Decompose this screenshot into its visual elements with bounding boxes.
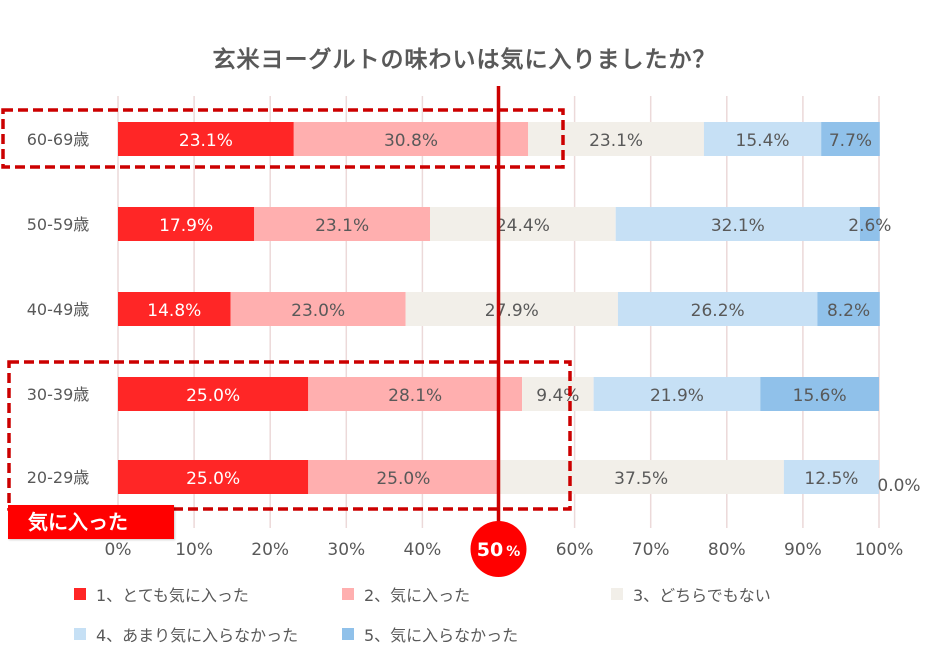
legend-swatch <box>74 628 86 640</box>
legend-swatch <box>342 628 354 640</box>
legend-item: 5、気に入らなかった <box>342 622 518 646</box>
x-tick-label: 90% <box>784 540 822 560</box>
reference-badge <box>470 521 527 577</box>
bar-segment <box>817 292 880 326</box>
legend-label: 5、気に入らなかった <box>364 626 519 645</box>
legend-label: 2、気に入った <box>364 586 471 605</box>
bar-segment <box>593 377 761 411</box>
bar-segment <box>230 292 406 326</box>
data-label: 25.0% <box>376 469 430 489</box>
bar-segment <box>821 122 880 156</box>
data-label: 7.7% <box>829 131 872 151</box>
bar-segment <box>528 122 704 156</box>
bar-segment <box>430 207 616 241</box>
category-label: 20-29歳 <box>27 468 90 487</box>
data-label: 8.2% <box>827 301 870 321</box>
legend-label: 4、あまり気に入らなかった <box>96 626 299 645</box>
data-label: 2.6% <box>848 216 891 236</box>
legend-label: 1、とても気に入った <box>96 586 249 605</box>
x-tick-label: 60% <box>556 540 594 560</box>
legend-swatch <box>342 588 354 600</box>
data-label: 17.9% <box>159 216 213 236</box>
bar-segment <box>617 292 818 326</box>
legend-label: 3、どちらでもない <box>633 586 771 605</box>
data-label: 32.1% <box>711 216 765 236</box>
data-label: 24.4% <box>496 216 550 236</box>
data-label: 12.5% <box>804 469 858 489</box>
data-label: 23.1% <box>589 131 643 151</box>
category-label: 50-59歳 <box>27 215 90 234</box>
bar-segment <box>859 207 880 241</box>
bar-segment <box>783 460 879 494</box>
data-label: 25.0% <box>186 469 240 489</box>
legend-item: 1、とても気に入った <box>74 582 249 606</box>
data-label: 25.0% <box>186 386 240 406</box>
data-label: 21.9% <box>650 386 704 406</box>
legend-item: 3、どちらでもない <box>611 582 771 606</box>
legend-item: 4、あまり気に入らなかった <box>74 622 298 646</box>
highlight-box-older <box>1 108 565 169</box>
legend-swatch <box>74 588 86 600</box>
bar-segment <box>118 292 231 326</box>
data-label: 9.4% <box>536 386 579 406</box>
bar-segment <box>118 377 309 411</box>
data-label: 15.4% <box>736 131 790 151</box>
reference-badge-label: 50% <box>477 539 520 561</box>
bar-segment <box>703 122 822 156</box>
liked-callout-badge: 気に入った <box>8 505 174 539</box>
legend-item: 2、気に入った <box>342 582 470 606</box>
chart-title: 玄米ヨーグルトの味わいは気に入りましたか？ <box>212 47 717 73</box>
data-label: 23.1% <box>315 216 369 236</box>
data-label: 30.8% <box>384 131 438 151</box>
bar-segment <box>760 377 879 411</box>
bar-segment <box>498 460 784 494</box>
bar-segment <box>308 377 523 411</box>
bar-segment <box>522 377 594 411</box>
data-label: 26.2% <box>691 301 745 321</box>
data-label: 14.8% <box>147 301 201 321</box>
x-tick-label: 30% <box>327 540 365 560</box>
highlight-box-younger <box>7 360 572 511</box>
data-label: 37.5% <box>614 469 668 489</box>
category-label: 40-49歳 <box>27 300 90 319</box>
bar-segment <box>293 122 529 156</box>
x-tick-label: 100% <box>855 540 904 560</box>
data-label: 27.9% <box>485 301 539 321</box>
data-label: 15.6% <box>793 386 847 406</box>
legend-swatch <box>611 588 623 600</box>
data-label: 23.0% <box>291 301 345 321</box>
x-tick-label: 80% <box>708 540 746 560</box>
data-label: 0.0% <box>877 476 920 496</box>
bar-segment <box>405 292 618 326</box>
category-label: 30-39歳 <box>27 385 90 404</box>
x-tick-label: 70% <box>632 540 670 560</box>
data-label: 23.1% <box>179 131 233 151</box>
bar-segment <box>308 460 499 494</box>
bar-segment <box>118 122 294 156</box>
x-tick-label: 10% <box>175 540 213 560</box>
category-label: 60-69歳 <box>27 130 90 149</box>
x-tick-label: 0% <box>105 540 132 560</box>
x-tick-label: 20% <box>251 540 289 560</box>
bar-segment <box>254 207 431 241</box>
data-label: 28.1% <box>388 386 442 406</box>
bar-segment <box>615 207 860 241</box>
x-tick-label: 40% <box>404 540 442 560</box>
bar-segment <box>118 207 255 241</box>
bar-segment <box>118 460 309 494</box>
